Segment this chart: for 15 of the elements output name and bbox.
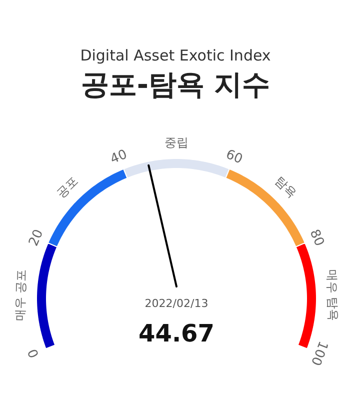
text: 100 bbox=[307, 338, 330, 368]
slice-label: 매우 탐욕 bbox=[324, 269, 340, 322]
text: 20 bbox=[26, 227, 47, 249]
text: 0 bbox=[26, 346, 43, 360]
slice-label: 매우 공포 bbox=[12, 269, 28, 322]
slice-label: 탐욕 bbox=[272, 174, 300, 200]
text: 40 bbox=[108, 147, 130, 168]
text: 80 bbox=[306, 227, 327, 249]
slice-label: 중립 bbox=[164, 136, 188, 150]
text: 2022/02/13 bbox=[144, 297, 208, 310]
chart-subtitle: 공포-탐욕 지수 bbox=[80, 68, 270, 101]
text: 60 bbox=[224, 147, 245, 168]
slice-label: 공포 bbox=[54, 174, 81, 200]
chart-title: Digital Asset Exotic Index bbox=[80, 46, 271, 64]
text: 44.67 bbox=[138, 320, 214, 348]
